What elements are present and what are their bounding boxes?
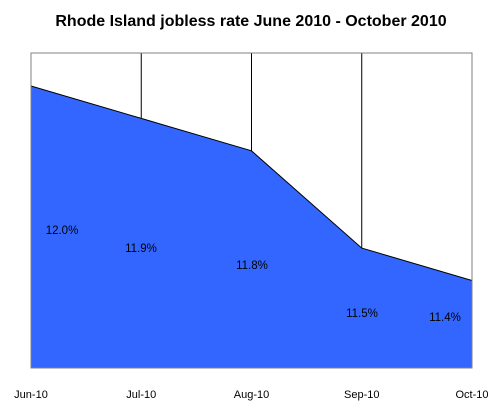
chart-title: Rhode Island jobless rate June 2010 - Oc…: [55, 13, 446, 30]
x-tick-label: Oct-10: [455, 389, 488, 401]
data-label: 11.4%: [429, 312, 461, 324]
x-tick-label: Jul-10: [126, 389, 156, 401]
x-tick-label: Jun-10: [14, 389, 48, 401]
plot-border: [30, 52, 473, 369]
x-tick-label: Aug-10: [234, 389, 269, 401]
data-labels: 12.0% 11.9% 11.8% 11.5% 11.4%: [46, 225, 461, 324]
data-label: 11.5%: [346, 308, 378, 320]
x-axis-ticks: Jun-10 Jul-10 Aug-10 Sep-10 Oct-10: [14, 389, 488, 401]
data-label: 11.8%: [236, 260, 268, 272]
data-label: 12.0%: [46, 225, 79, 237]
data-label: 11.9%: [125, 243, 157, 255]
plot-area: [30, 52, 473, 369]
x-tick-label: Sep-10: [344, 389, 379, 401]
